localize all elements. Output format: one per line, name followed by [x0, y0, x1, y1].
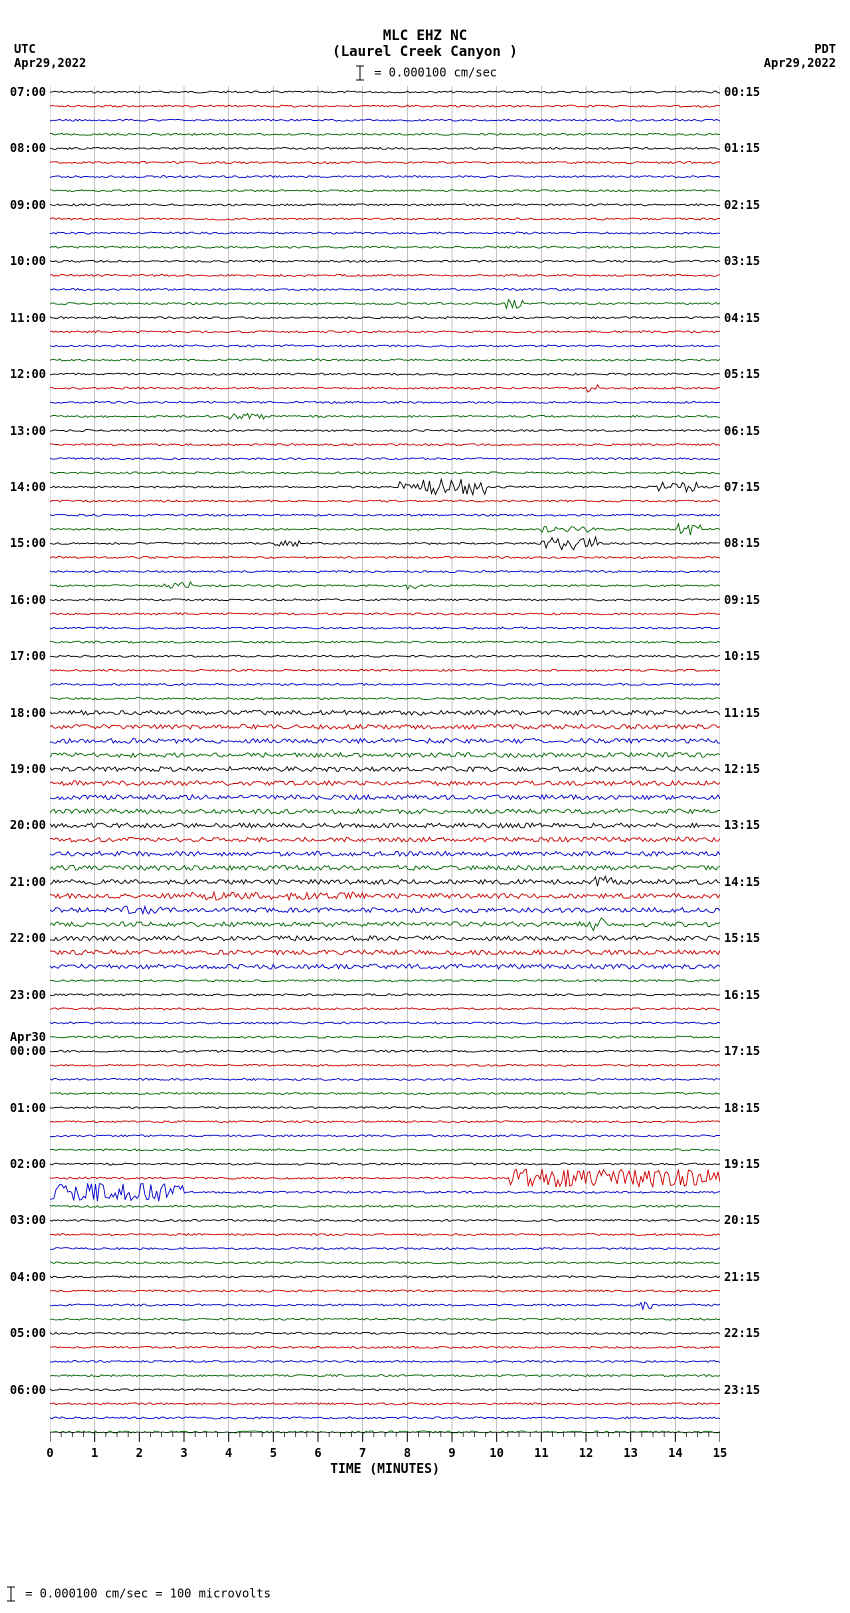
- utc-label: 20:00: [2, 818, 46, 832]
- footer-scale-text: = 0.000100 cm/sec = 100 microvolts: [25, 1587, 271, 1601]
- x-axis: 0123456789101112131415 TIME (MINUTES): [50, 1438, 720, 1488]
- pdt-label: 07:15: [724, 480, 760, 494]
- tz-left-block: UTC Apr29,2022: [14, 42, 86, 70]
- pdt-label: 18:15: [724, 1101, 760, 1115]
- x-axis-ticks: [50, 1432, 720, 1454]
- footer-scale: = 0.000100 cm/sec = 100 microvolts: [4, 1585, 271, 1603]
- x-tick-label: 2: [136, 1446, 143, 1460]
- x-tick-label: 8: [404, 1446, 411, 1460]
- tz-left-name: UTC: [14, 42, 86, 56]
- utc-label: Apr30: [2, 1030, 46, 1044]
- pdt-label: 22:15: [724, 1326, 760, 1340]
- pdt-hour-labels: 00:15 01:15 02:15 03:15 04:15 05:15 06:15 07:15…: [722, 86, 782, 1438]
- x-tick-label: 11: [534, 1446, 548, 1460]
- pdt-label: 20:15: [724, 1213, 760, 1227]
- utc-label: 22:00: [2, 931, 46, 945]
- seismogram-svg: [50, 86, 720, 1438]
- header: MLC EHZ NC (Laurel Creek Canyon ) = 0.00…: [0, 0, 850, 82]
- pdt-label: 16:15: [724, 988, 760, 1002]
- station-code: MLC EHZ NC: [0, 28, 850, 44]
- pdt-label: 05:15: [724, 367, 760, 381]
- utc-label: 18:00: [2, 706, 46, 720]
- x-tick-label: 12: [579, 1446, 593, 1460]
- pdt-label: 17:15: [724, 1044, 760, 1058]
- pdt-label: 03:15: [724, 254, 760, 268]
- utc-label: 19:00: [2, 762, 46, 776]
- tz-left-date: Apr29,2022: [14, 56, 86, 70]
- pdt-label: 14:15: [724, 875, 760, 889]
- utc-label: 21:00: [2, 875, 46, 889]
- x-tick-label: 9: [448, 1446, 455, 1460]
- tz-right-name: PDT: [764, 42, 836, 56]
- x-tick-label: 4: [225, 1446, 232, 1460]
- x-tick-label: 13: [623, 1446, 637, 1460]
- pdt-label: 00:15: [724, 85, 760, 99]
- utc-label: 14:00: [2, 480, 46, 494]
- utc-label: 06:00: [2, 1383, 46, 1397]
- x-tick-label: 15: [713, 1446, 727, 1460]
- utc-label: 08:00: [2, 141, 46, 155]
- seismogram-container: UTC Apr29,2022 PDT Apr29,2022 MLC EHZ NC…: [0, 0, 850, 1613]
- utc-label: 17:00: [2, 649, 46, 663]
- pdt-label: 08:15: [724, 536, 760, 550]
- x-tick-label: 14: [668, 1446, 682, 1460]
- utc-label: 11:00: [2, 311, 46, 325]
- utc-label: 05:00: [2, 1326, 46, 1340]
- x-tick-label: 5: [270, 1446, 277, 1460]
- utc-label: 09:00: [2, 198, 46, 212]
- utc-label: 00:00: [2, 1044, 46, 1058]
- pdt-label: 23:15: [724, 1383, 760, 1397]
- scale-bar-icon: [353, 64, 367, 82]
- footer-scale-bar-icon: [4, 1585, 18, 1603]
- utc-label: 03:00: [2, 1213, 46, 1227]
- utc-label: 12:00: [2, 367, 46, 381]
- utc-label: 23:00: [2, 988, 46, 1002]
- pdt-label: 21:15: [724, 1270, 760, 1284]
- x-tick-label: 10: [489, 1446, 503, 1460]
- x-tick-label: 7: [359, 1446, 366, 1460]
- x-tick-label: 0: [46, 1446, 53, 1460]
- x-tick-label: 1: [91, 1446, 98, 1460]
- pdt-label: 04:15: [724, 311, 760, 325]
- utc-label: 07:00: [2, 85, 46, 99]
- pdt-label: 15:15: [724, 931, 760, 945]
- x-tick-label: 6: [314, 1446, 321, 1460]
- scale-reference: = 0.000100 cm/sec: [0, 64, 850, 82]
- pdt-label: 10:15: [724, 649, 760, 663]
- utc-label: 16:00: [2, 593, 46, 607]
- pdt-label: 01:15: [724, 141, 760, 155]
- x-tick-label: 3: [180, 1446, 187, 1460]
- pdt-label: 09:15: [724, 593, 760, 607]
- utc-label: 10:00: [2, 254, 46, 268]
- pdt-label: 12:15: [724, 762, 760, 776]
- tz-right-block: PDT Apr29,2022: [764, 42, 836, 70]
- scale-ref-text: = 0.000100 cm/sec: [374, 66, 497, 80]
- utc-hour-labels: 07:00 08:00 09:00 10:00 11:00 12:00 13:00 14:00…: [4, 86, 48, 1438]
- utc-label: 02:00: [2, 1157, 46, 1171]
- tz-right-date: Apr29,2022: [764, 56, 836, 70]
- pdt-label: 02:15: [724, 198, 760, 212]
- plot-area: [50, 86, 720, 1438]
- pdt-label: 06:15: [724, 424, 760, 438]
- pdt-label: 19:15: [724, 1157, 760, 1171]
- utc-label: 13:00: [2, 424, 46, 438]
- pdt-label: 11:15: [724, 706, 760, 720]
- x-axis-title: TIME (MINUTES): [50, 1462, 720, 1477]
- utc-label: 04:00: [2, 1270, 46, 1284]
- pdt-label: 13:15: [724, 818, 760, 832]
- station-name: (Laurel Creek Canyon ): [0, 44, 850, 60]
- utc-label: 01:00: [2, 1101, 46, 1115]
- utc-label: 15:00: [2, 536, 46, 550]
